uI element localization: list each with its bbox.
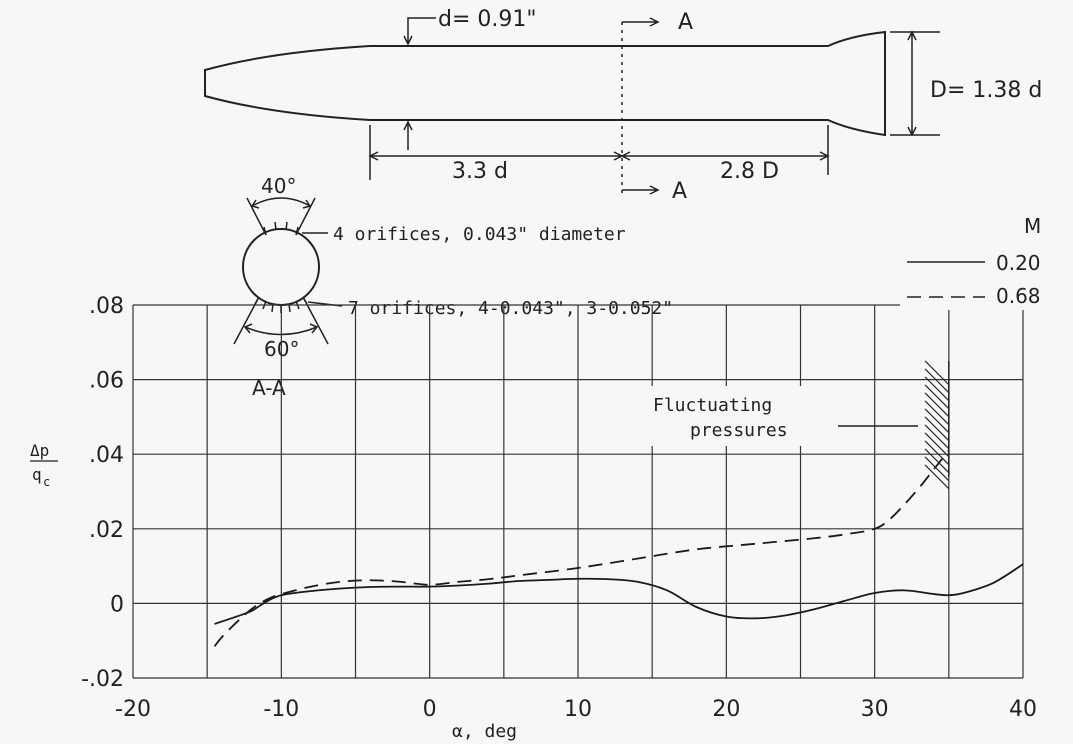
hatch-stroke [924,368,950,394]
x-tick-label: -20 [115,697,151,722]
section-circle [242,228,320,306]
fluctuation-hatch [924,360,950,490]
body-outline [204,30,886,137]
hatch-stroke [924,464,950,490]
y-label-numerator: Δp [30,441,49,460]
hatch-stroke [924,416,950,442]
fluctuating-annotation: Fluctuating pressures [640,360,950,490]
D-dimension-label: D= 1.38 d [930,78,1042,103]
annotation-line2: pressures [690,420,788,441]
legend: M 0.20 0.68 [900,210,1070,310]
y-label-denominator: q [32,465,42,484]
y-tick-label: .08 [89,294,124,319]
top-angle-lines [246,197,316,236]
x-tick-label: -10 [263,697,299,722]
section-arrow-top [622,17,660,27]
bottom-orifices-label: 7 orifices, 4-0.043", 3-0.052" [348,298,673,319]
d-dimension-arrow-top [403,17,436,46]
y-tick-label: 0 [110,592,124,617]
dim-left-label: 3.3 d [452,159,508,184]
series-layer [213,449,1024,647]
hatch-stroke [924,384,950,410]
hatch-stroke [924,424,950,450]
y-tick-label: .06 [89,369,124,394]
legend-title: M [1024,214,1041,238]
length-dimension-lines [368,125,830,180]
hatch-stroke [924,360,950,386]
section-mark-top: A [678,10,693,35]
x-tick-label: 20 [712,697,740,722]
top-orifice-ticks [263,221,299,236]
body-sketch: A A d= 0.91" D= 1.38 d 3.3 d 2.8 D [204,7,1042,204]
grid [132,304,1024,679]
x-tick-label: 30 [861,697,889,722]
legend-label-0: 0.20 [996,251,1041,275]
section-mark-bottom: A [672,179,687,204]
hatch-stroke [924,448,950,474]
section-view: 40° 60° 4 orifices, 0.043" diameter 7 or… [233,174,673,400]
y-axis-label: Δp q c [30,441,58,489]
plot-area: -20 -10 0 10 20 30 40 -.02 0 .02 .04 .06 .08 [81,294,1037,722]
hatch-stroke [924,376,950,402]
annotation-line1: Fluctuating [653,395,772,416]
hatch-stroke [924,440,950,466]
tick-labels: -20 -10 0 10 20 30 40 -.02 0 .02 .04 .06 .08 [81,294,1037,722]
hatch-stroke [924,400,950,426]
hatch-stroke [924,456,950,482]
x-tick-label: 40 [1009,697,1037,722]
x-tick-label: 10 [564,697,592,722]
y-label-subscript: c [43,475,50,489]
d-dimension-label: d= 0.91" [438,7,537,32]
series-line-1 [213,449,950,647]
dim-right-label: 2.8 D [720,159,779,184]
hatch-stroke [924,432,950,458]
x-tick-label: 0 [423,697,437,722]
top-orifices-label: 4 orifices, 0.043" diameter [333,224,626,245]
y-tick-label: -.02 [81,667,124,692]
top-angle-label: 40° [261,174,296,198]
y-tick-label: .02 [89,518,124,543]
section-arrow-bottom [622,185,660,195]
y-tick-label: .04 [89,443,124,468]
hatch-stroke [924,408,950,434]
hatch-stroke [924,392,950,418]
legend-label-1: 0.68 [996,284,1041,308]
x-axis-label: α, deg [452,721,517,742]
d-dimension-arrow-bottom [403,120,413,150]
D-dimension-line [890,30,940,137]
series-line-0 [214,563,1024,625]
